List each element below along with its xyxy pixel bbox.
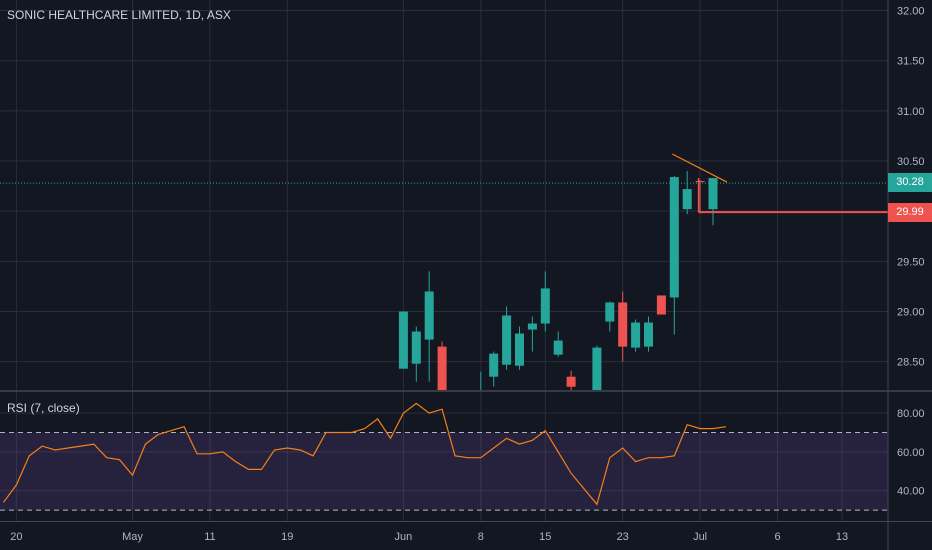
price-tick-label: 30.50 [897,156,925,168]
price-tick-label: 32.00 [897,6,925,18]
candle-up [489,351,499,387]
price-tick-label: 31.50 [897,56,925,68]
candle-body [631,322,641,348]
rsi-series-line [3,402,726,506]
candle-up [411,326,421,382]
candle-body [708,178,718,210]
rsi-band-fill [0,432,888,511]
candle-up [527,316,537,352]
candle-body [502,315,512,365]
candle-body [489,353,499,377]
candle-up [631,319,641,352]
candle-down [566,370,576,390]
time-tick-label: 11 [204,531,215,543]
candle-body [398,311,408,369]
candle-body [695,181,705,183]
price-tick-label: 31.00 [897,106,925,118]
candle-body [656,295,666,315]
time-tick-label: May [122,531,143,543]
candle-body [605,302,615,322]
time-tick-label: 20 [10,531,22,543]
time-tick-label: 23 [617,531,629,543]
candle-body [566,376,576,387]
chart-title: SONIC HEALTHCARE LIMITED, 1D, ASX [7,8,231,22]
candles [398,171,718,390]
time-tick-label: Jun [395,531,413,543]
candle-body [411,331,421,364]
candle-up [553,331,563,357]
candle-body [682,189,692,210]
candle-up [708,178,718,226]
candle-down [618,291,628,362]
candle-body [424,291,434,340]
rsi-band [0,432,888,511]
rsi-tick-label: 60.00 [897,447,925,459]
candle-up [398,311,408,369]
rsi-tick-label: 40.00 [897,486,925,498]
grid [0,0,888,521]
candle-body [644,322,653,347]
candle-body [527,323,537,330]
rsi-title: RSI (7, close) [7,401,80,415]
candle-body [553,340,563,355]
candle-up [540,271,550,332]
level-price-badge: 29.99 [888,203,932,222]
candle-up [424,271,434,382]
last-price-badge: 30.28 [888,173,932,192]
time-tick-label: 6 [774,531,780,543]
candle-body [515,333,524,366]
candle-up [669,176,679,335]
candle-down [656,295,666,315]
candle-body [669,177,679,298]
price-tick-label: 29.00 [897,307,925,319]
candle-up [605,301,615,332]
time-tick-label: 15 [539,531,551,543]
candle-down [695,180,705,213]
price-tick-label: 28.50 [897,357,925,369]
candle-up [502,306,512,370]
candle-down [437,341,447,390]
rsi-tick-label: 80.00 [897,408,925,420]
candle-up [480,371,482,390]
candle-up [644,316,653,352]
candle-up [682,171,692,215]
candle-up [515,326,524,370]
time-tick-label: 13 [836,531,848,543]
price-tick-label: 29.50 [897,256,925,268]
candle-body [540,288,550,324]
time-tick-label: Jul [693,531,707,543]
candle-body [437,346,447,390]
trendline [672,153,728,183]
time-tick-label: 19 [281,531,293,543]
candle-body [618,302,628,347]
time-tick-label: 8 [478,531,484,543]
drawings [0,153,888,214]
candle-up [592,345,602,390]
rsi-line [3,402,726,506]
candle-body [592,347,602,390]
